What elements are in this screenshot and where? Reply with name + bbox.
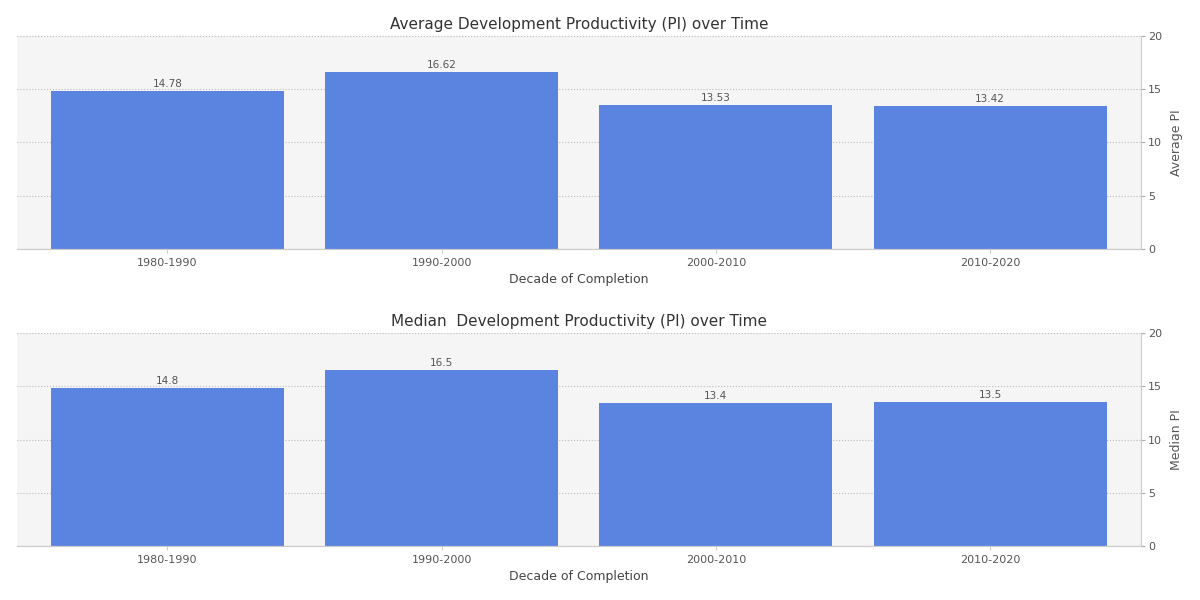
Bar — [325, 370, 558, 547]
Text: 14.78: 14.78 — [152, 79, 182, 89]
Title: Median  Development Productivity (PI) over Time: Median Development Productivity (PI) ove… — [391, 314, 767, 329]
Bar — [50, 388, 284, 547]
Bar — [325, 72, 558, 249]
Bar — [50, 91, 284, 249]
Y-axis label: Average PI: Average PI — [1170, 109, 1183, 176]
Text: 14.8: 14.8 — [156, 376, 179, 386]
Bar — [599, 105, 833, 249]
Text: 16.62: 16.62 — [427, 60, 457, 70]
Bar — [874, 106, 1106, 249]
Text: 13.4: 13.4 — [704, 391, 727, 401]
Y-axis label: Median PI: Median PI — [1170, 409, 1183, 470]
Title: Average Development Productivity (PI) over Time: Average Development Productivity (PI) ov… — [390, 17, 768, 32]
Text: 13.42: 13.42 — [976, 94, 1006, 104]
Bar — [599, 403, 833, 547]
Text: 16.5: 16.5 — [430, 358, 454, 368]
Text: 13.53: 13.53 — [701, 93, 731, 103]
Bar — [874, 402, 1106, 547]
Text: 13.5: 13.5 — [978, 391, 1002, 400]
X-axis label: Decade of Completion: Decade of Completion — [509, 273, 648, 286]
X-axis label: Decade of Completion: Decade of Completion — [509, 571, 648, 583]
